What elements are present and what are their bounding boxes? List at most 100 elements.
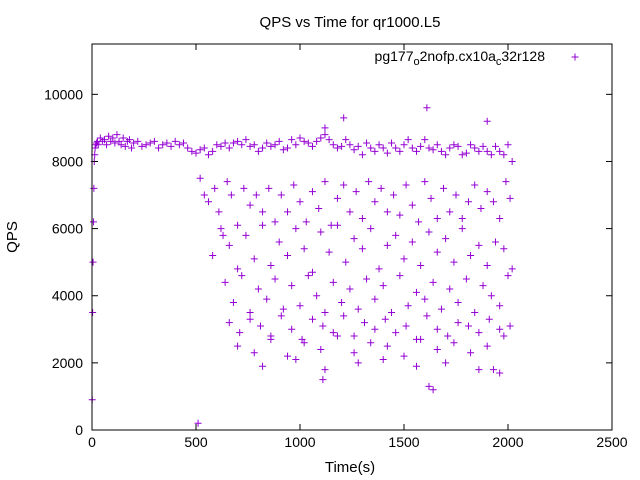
- data-point: [265, 184, 273, 192]
- x-axis-label: Time(s): [325, 459, 375, 476]
- data-point: [417, 335, 425, 343]
- data-point: [400, 255, 408, 263]
- data-point: [440, 184, 448, 192]
- data-point: [94, 141, 102, 149]
- data-point: [371, 295, 379, 303]
- data-point: [242, 136, 250, 144]
- data-point: [408, 238, 416, 246]
- data-point: [358, 151, 366, 159]
- data-point: [429, 278, 437, 286]
- data-point: [238, 141, 246, 149]
- x-tick-label: 1000: [284, 434, 315, 450]
- data-point: [263, 295, 271, 303]
- data-point: [271, 275, 279, 283]
- data-point: [263, 139, 271, 147]
- data-point: [327, 221, 335, 229]
- data-point: [89, 218, 97, 226]
- y-tick-label: 10000: [44, 86, 83, 102]
- data-point: [471, 144, 479, 152]
- data-point: [125, 136, 133, 144]
- data-point: [321, 178, 329, 186]
- data-point: [196, 146, 204, 154]
- data-point: [489, 198, 497, 206]
- data-point: [329, 141, 337, 149]
- data-point: [252, 191, 260, 199]
- data-point: [121, 142, 129, 150]
- data-point: [354, 305, 362, 313]
- data-point: [425, 228, 433, 236]
- data-point: [277, 312, 285, 320]
- data-point: [313, 292, 321, 300]
- data-point: [321, 131, 329, 139]
- data-point: [442, 359, 450, 367]
- data-point: [250, 255, 258, 263]
- data-point: [508, 157, 516, 165]
- data-point: [256, 322, 264, 330]
- data-point: [471, 309, 479, 317]
- data-point: [225, 241, 233, 249]
- data-point: [350, 235, 358, 243]
- data-point: [454, 298, 462, 306]
- data-point: [477, 204, 485, 212]
- data-point: [296, 198, 304, 206]
- data-point: [194, 419, 202, 427]
- data-point: [475, 241, 483, 249]
- data-point: [284, 208, 292, 216]
- data-point: [383, 342, 391, 350]
- legend-label-subscript-2: c: [496, 56, 502, 68]
- data-point: [421, 178, 429, 186]
- y-tick-label: 2000: [52, 355, 83, 371]
- data-point: [196, 174, 204, 182]
- data-point: [215, 208, 223, 216]
- data-point: [437, 305, 445, 313]
- data-point: [485, 315, 493, 323]
- data-point: [388, 309, 396, 317]
- data-point: [236, 329, 244, 337]
- data-point: [225, 144, 233, 152]
- data-point: [492, 238, 500, 246]
- data-point: [89, 309, 97, 317]
- data-point: [300, 339, 308, 347]
- data-point: [350, 349, 358, 357]
- data-point: [346, 208, 354, 216]
- data-point: [292, 356, 300, 364]
- legend-marker-icon: [571, 53, 579, 61]
- data-point: [500, 245, 508, 253]
- data-point: [271, 218, 279, 226]
- data-point: [317, 228, 325, 236]
- data-point: [496, 147, 504, 155]
- data-point: [321, 309, 329, 317]
- data-point: [321, 124, 329, 132]
- data-point: [325, 248, 333, 256]
- data-point: [425, 382, 433, 390]
- data-point: [105, 132, 113, 140]
- data-point: [433, 325, 441, 333]
- data-point: [171, 137, 179, 145]
- data-point: [319, 376, 327, 384]
- legend: pg177o2nofp.cx10ac32r128: [375, 48, 579, 68]
- data-point: [402, 322, 410, 330]
- data-point: [234, 342, 242, 350]
- legend-label-subscript-1: o: [413, 56, 419, 68]
- data-point: [412, 288, 420, 296]
- data-point: [404, 136, 412, 144]
- data-point: [259, 221, 267, 229]
- data-point: [487, 292, 495, 300]
- data-point: [304, 139, 312, 147]
- data-point: [500, 332, 508, 340]
- data-point: [342, 136, 350, 144]
- data-point: [180, 139, 188, 147]
- data-point: [479, 142, 487, 150]
- data-point: [352, 188, 360, 196]
- data-point: [325, 136, 333, 144]
- data-point: [317, 134, 325, 142]
- data-point: [296, 134, 304, 142]
- y-tick-label: 0: [75, 422, 83, 438]
- data-point: [371, 325, 379, 333]
- data-point: [383, 149, 391, 157]
- data-point: [450, 339, 458, 347]
- data-point: [354, 142, 362, 150]
- data-point: [234, 221, 242, 229]
- data-point: [504, 272, 512, 280]
